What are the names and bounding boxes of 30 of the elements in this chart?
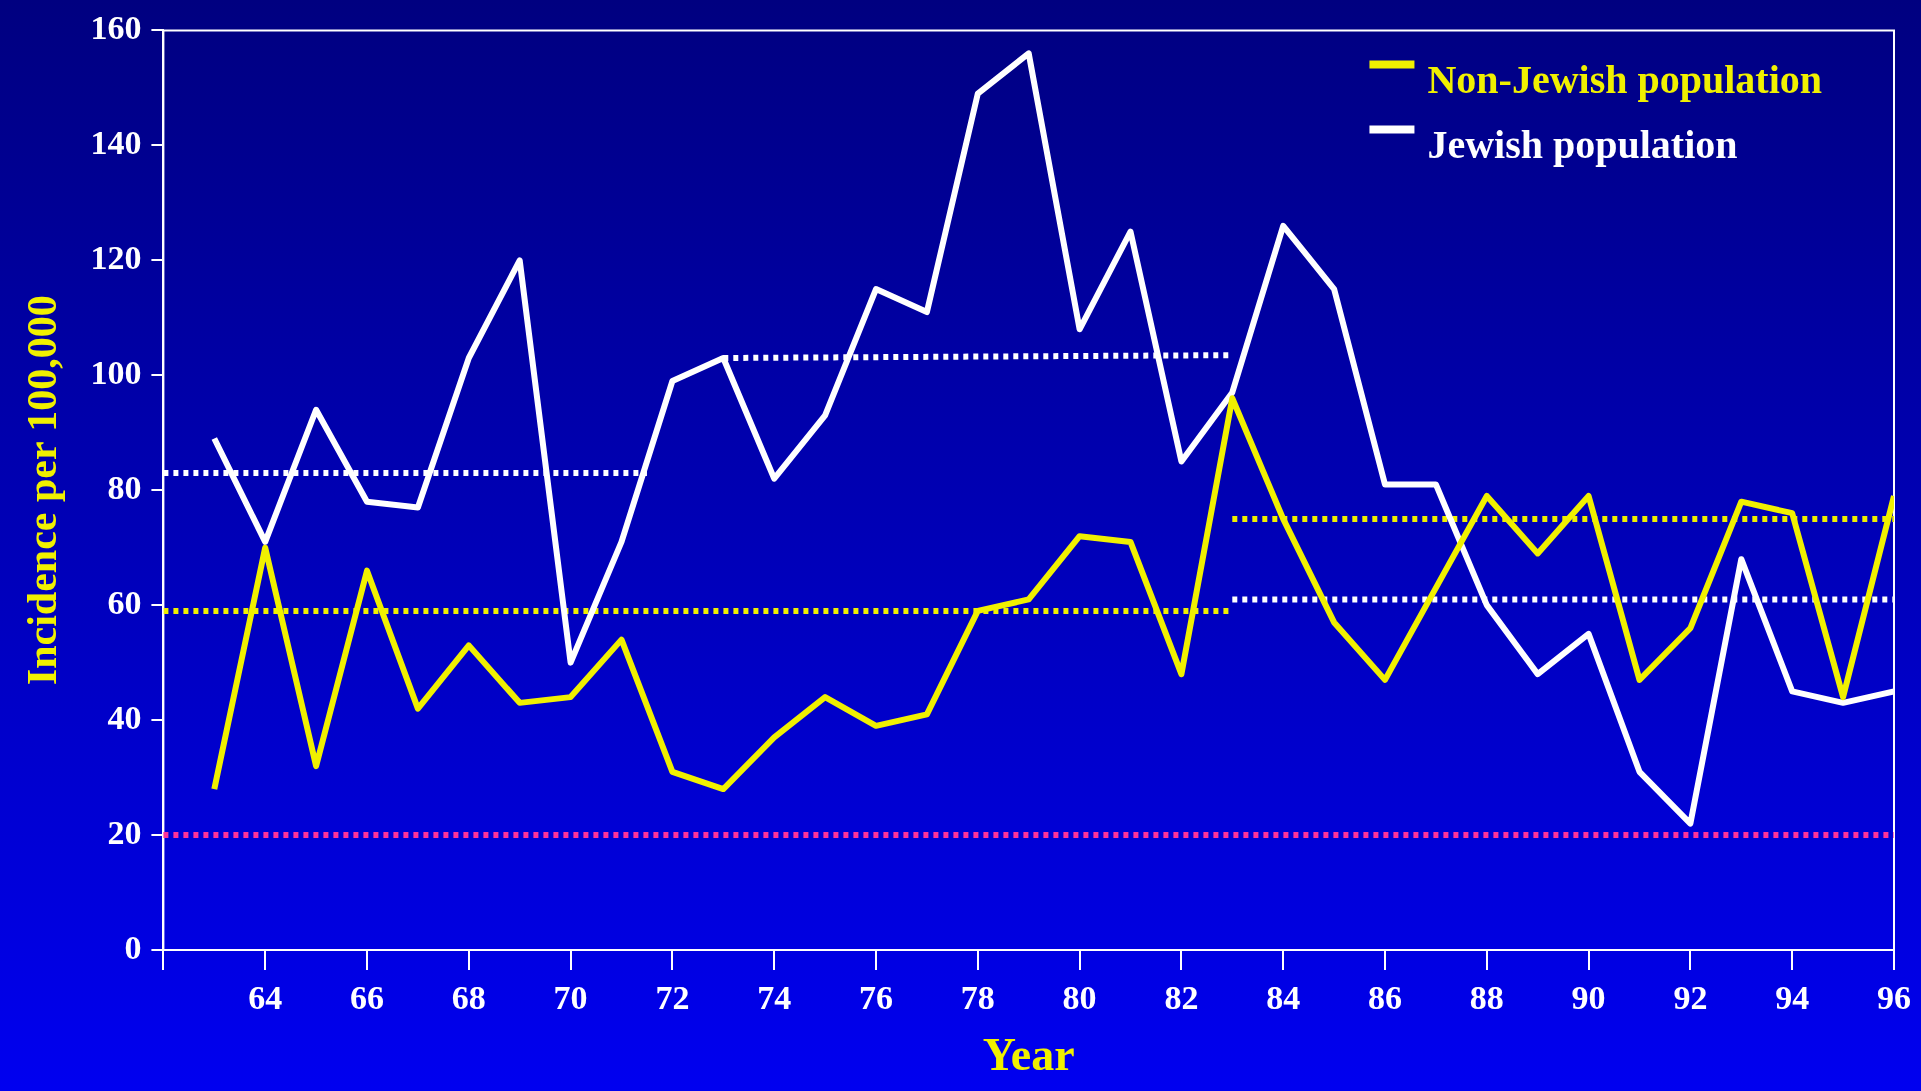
x-tick-label: 68 bbox=[451, 979, 486, 1017]
x-tick-label: 94 bbox=[1775, 979, 1810, 1017]
x-tick-label: 74 bbox=[757, 979, 792, 1017]
x-tick-label: 90 bbox=[1571, 979, 1606, 1017]
y-tick-label: 100 bbox=[90, 354, 142, 392]
x-tick-label: 70 bbox=[553, 979, 588, 1017]
x-tick-label: 92 bbox=[1673, 979, 1708, 1017]
y-tick-label: 60 bbox=[107, 583, 142, 621]
x-tick-label: 66 bbox=[350, 979, 384, 1017]
y-axis-title: Incidence per 100,000 bbox=[19, 295, 66, 686]
x-tick-label: 88 bbox=[1469, 979, 1504, 1017]
y-tick-label: 20 bbox=[107, 813, 142, 851]
y-tick-label: 40 bbox=[107, 698, 142, 736]
legend-label: Jewish population bbox=[1427, 121, 1738, 167]
x-tick-label: 96 bbox=[1877, 979, 1911, 1017]
legend-label: Non-Jewish population bbox=[1427, 56, 1823, 102]
x-tick-label: 84 bbox=[1266, 979, 1301, 1017]
x-tick-label: 72 bbox=[655, 979, 690, 1017]
x-tick-label: 76 bbox=[859, 979, 893, 1017]
y-tick-label: 0 bbox=[124, 928, 142, 966]
x-tick-label: 86 bbox=[1368, 979, 1402, 1017]
x-tick-label: 78 bbox=[960, 979, 995, 1017]
y-tick-label: 80 bbox=[107, 468, 142, 506]
x-tick-label: 80 bbox=[1062, 979, 1097, 1017]
y-tick-label: 140 bbox=[90, 124, 142, 162]
x-tick-label: 64 bbox=[248, 979, 283, 1017]
x-tick-label: 82 bbox=[1164, 979, 1199, 1017]
x-axis-title: Year bbox=[982, 1029, 1075, 1081]
y-tick-label: 160 bbox=[90, 9, 142, 47]
y-tick-label: 120 bbox=[90, 239, 142, 277]
